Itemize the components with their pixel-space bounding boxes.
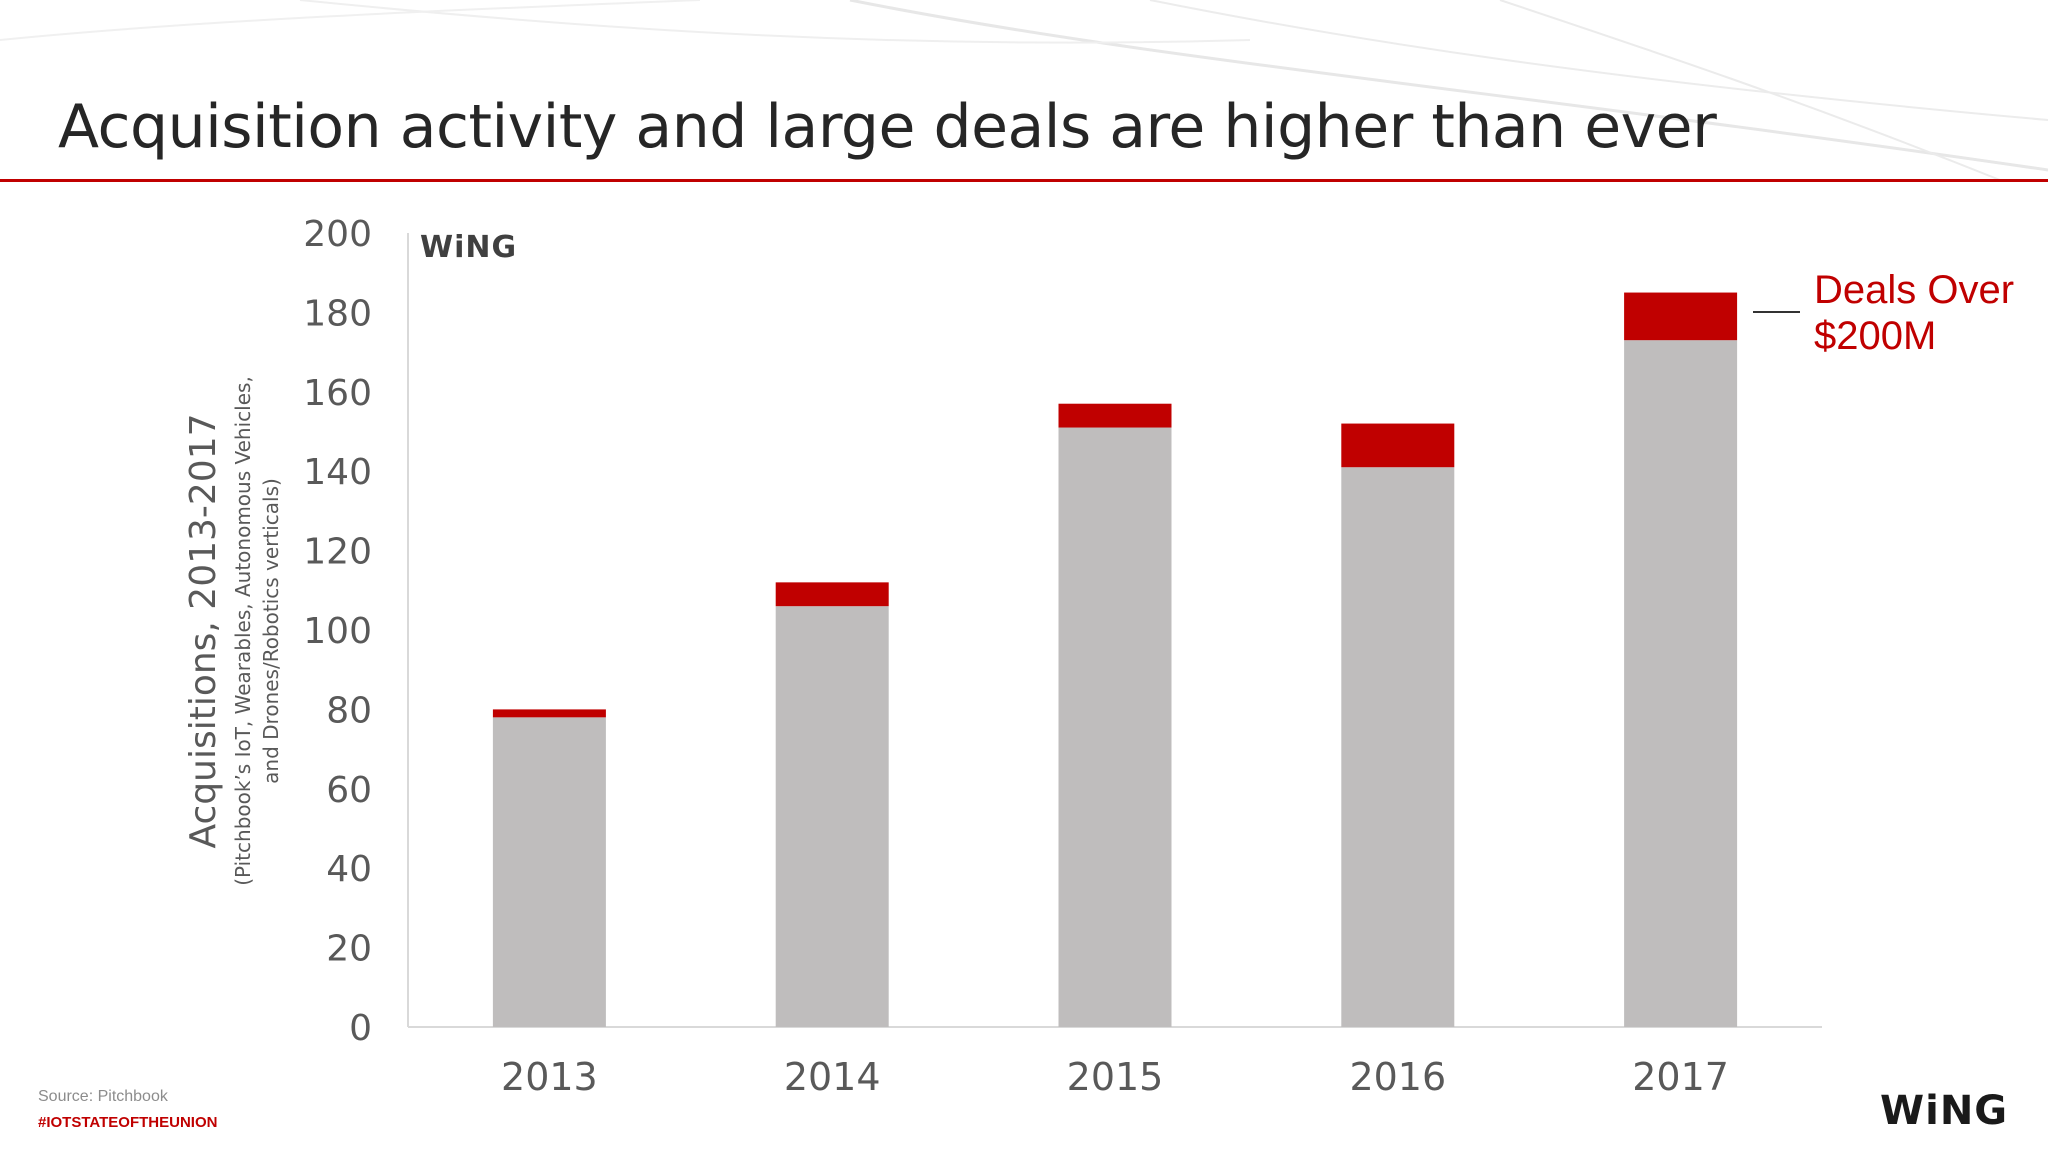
bars bbox=[492, 292, 1738, 1028]
bar-deals-over-200m bbox=[1341, 423, 1455, 468]
y-tick-label: 120 bbox=[303, 532, 372, 573]
x-axis-labels: 2013 2014 2015 2016 2017 bbox=[501, 1055, 1729, 1099]
bar-other-deals bbox=[1341, 467, 1455, 1028]
bar-other-deals bbox=[1058, 427, 1172, 1027]
y-tick-label: 160 bbox=[303, 373, 372, 414]
bar-other-deals bbox=[1624, 340, 1738, 1027]
x-tick-label: 2014 bbox=[784, 1055, 881, 1099]
y-tick-label: 140 bbox=[303, 452, 372, 493]
title-rule bbox=[0, 179, 2048, 182]
y-axis-title: Acquisitions, 2013-2017 bbox=[183, 413, 224, 848]
y-tick-label: 20 bbox=[326, 929, 372, 970]
x-tick-label: 2016 bbox=[1349, 1055, 1446, 1099]
legend-label-line-1: Deals Over bbox=[1814, 268, 2014, 312]
bar-deals-over-200m bbox=[1624, 292, 1738, 341]
footer-logo: WiNG bbox=[1880, 1088, 2009, 1134]
x-tick-label: 2017 bbox=[1632, 1055, 1729, 1099]
y-tick-label: 0 bbox=[349, 1008, 372, 1049]
bar-other-deals bbox=[775, 606, 889, 1027]
background-art bbox=[0, 0, 2048, 180]
source-note: Source: Pitchbook bbox=[38, 1088, 168, 1105]
chart-watermark-logo: WiNG bbox=[420, 230, 517, 265]
y-tick-label: 100 bbox=[303, 611, 372, 652]
y-tick-label: 200 bbox=[303, 214, 372, 255]
hashtag: #IOTSTATEOFTHEUNION bbox=[38, 1114, 218, 1131]
bar-other-deals bbox=[492, 717, 606, 1027]
y-tick-label: 40 bbox=[326, 849, 372, 890]
y-axis-ticks: 0 20 40 60 80 100 120 140 160 180 200 bbox=[303, 214, 372, 1049]
legend-label-line-2: $200M bbox=[1814, 314, 1936, 358]
slide-title: Acquisition activity and large deals are… bbox=[58, 92, 1717, 162]
y-axis-subtitle-line-2: and Drones/Robotics verticals) bbox=[259, 478, 283, 784]
x-tick-label: 2013 bbox=[501, 1055, 598, 1099]
y-tick-label: 180 bbox=[303, 293, 372, 334]
y-axis-subtitle-line-1: (Pitchbook’s IoT, Wearables, Autonomous … bbox=[231, 376, 255, 886]
y-tick-label: 60 bbox=[326, 770, 372, 811]
x-tick-label: 2015 bbox=[1067, 1055, 1164, 1099]
y-tick-label: 80 bbox=[326, 690, 372, 731]
bar-deals-over-200m bbox=[775, 582, 889, 607]
bar-deals-over-200m bbox=[492, 709, 606, 718]
bar-deals-over-200m bbox=[1058, 403, 1172, 428]
